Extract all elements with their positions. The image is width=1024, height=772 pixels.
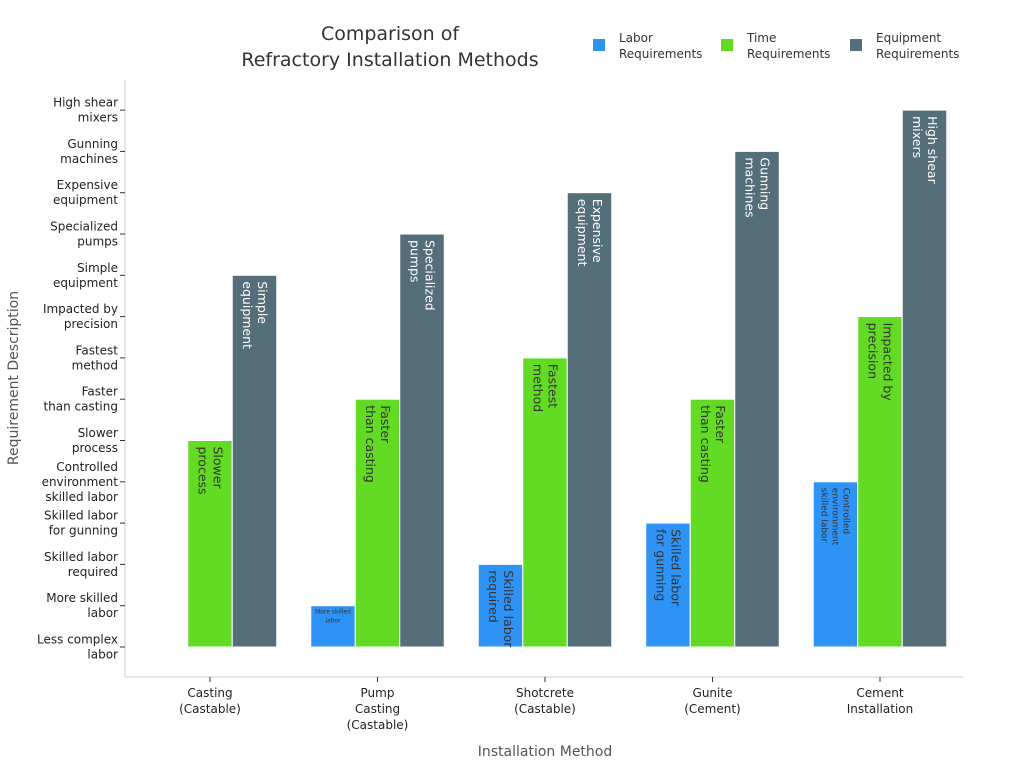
y-tick-label: Fastest method [72,343,119,372]
bar [901,109,948,648]
y-tick-label: Slower process [72,426,118,455]
y-tick-label: Simple equipment [53,260,118,289]
bar-label: Impacted byprecision [866,323,896,402]
bar-label-group: Controlledenvironmentskilled labor [819,488,851,546]
bar-label: Specializedpumps [408,240,438,311]
y-tick-label: Impacted by precision [43,302,118,331]
bar-label-group: Specializedpumps [408,240,438,311]
bar [566,192,613,648]
bar-label-group: Gunningmachines [743,157,773,217]
y-tick-label: High shear mixers [53,95,118,124]
bar-label-group: Skilled laborfor gunning [654,529,684,607]
bar [354,398,401,648]
bar-label-group: Skilled laborrequired [487,570,517,648]
bar [399,233,445,648]
y-tick-label: More skilled labor [46,591,118,620]
bar-label-group: Expensiveequipment [576,199,606,267]
bar [857,316,903,648]
y-tick-label: Skilled labor required [44,549,118,578]
bar-label: Controlledenvironmentskilled labor [819,488,851,546]
y-tick-label: Faster than casting [43,384,118,413]
chart-title: Comparison of Refractory Installation Met… [241,23,538,71]
x-axis-label: Installation Method [478,744,613,760]
x-tick-label: Pump Casting (Castable) [347,686,409,732]
bar [645,522,691,648]
x-tick-label: Cement Installation [847,686,913,716]
y-axis-label: Requirement Description [6,291,22,465]
bar-label-group: Fastestmethod [531,364,561,412]
bar-label: High shearmixers [911,116,941,184]
y-tick-label: Specialized pumps [50,219,118,248]
legend-label: Equipment Requirements [876,31,959,61]
x-tick-label: Shotcrete (Castable) [514,686,576,716]
bar-label: Slowerprocess [196,447,226,495]
bar [734,150,780,648]
y-tick-label: Controlled environment skilled labor [42,459,119,503]
y-tick-label: Expensive equipment [53,178,118,207]
bar-label: Simpleequipment [241,281,271,349]
y-tick-label: Gunning machines [60,136,118,165]
x-tick-label: Casting (Castable) [179,686,241,716]
bar-label-group: Fasterthan casting [364,405,394,483]
bar-label-group: Impacted byprecision [866,323,896,402]
legend-label: Labor Requirements [619,31,702,61]
bar-label: Gunningmachines [743,157,773,217]
bar [689,398,736,648]
bar [477,563,524,648]
bar [231,274,278,648]
bar [812,481,859,648]
legend-swatch [721,39,733,51]
bar-label: Skilled laborfor gunning [654,529,684,607]
y-tick-label: Skilled labor for gunning [44,508,118,537]
bar-label-group: Slowerprocess [196,447,226,495]
bar [522,357,568,648]
bar-label: More skilled labor [315,609,351,625]
legend-swatch [593,39,605,51]
bar-label-group: Simpleequipment [241,281,271,349]
bar-label: Fasterthan casting [364,405,394,483]
bar-label-group: High shearmixers [911,116,941,184]
bar-label: Fasterthan casting [699,405,729,483]
y-tick-label: Less complex labor [37,632,118,661]
bar-label: Skilled laborrequired [487,570,517,648]
legend-label: Time Requirements [746,31,830,61]
legend-swatch [850,39,862,51]
bar-label: Fastestmethod [531,364,561,412]
bar-label-group: Fasterthan casting [699,405,729,483]
bar-label: Expensiveequipment [576,199,606,267]
x-tick-label: Gunite (Cement) [684,686,741,716]
